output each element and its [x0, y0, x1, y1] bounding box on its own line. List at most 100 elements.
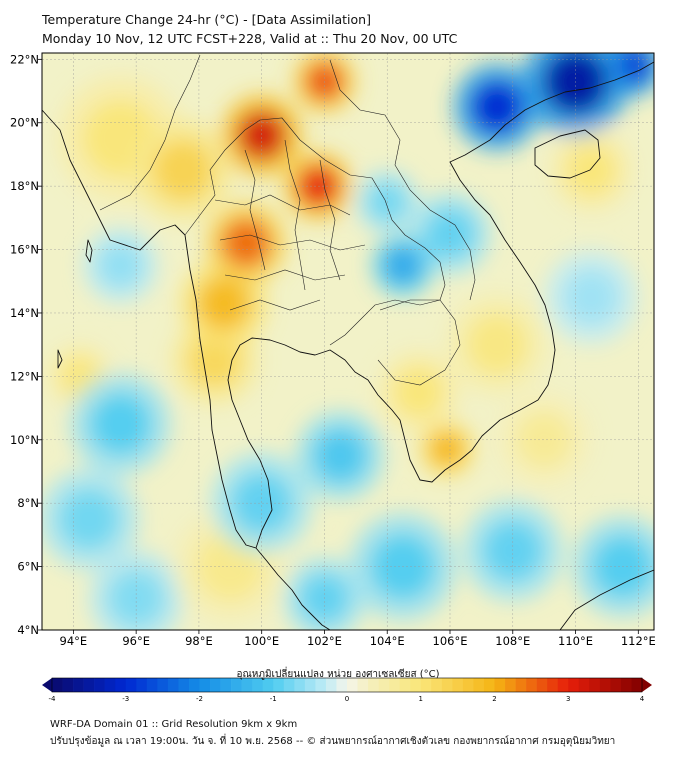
temperature-field — [42, 53, 654, 630]
anomaly-core — [90, 393, 151, 455]
anomaly-core — [197, 276, 251, 331]
colorbar-segment — [599, 678, 611, 692]
andaman-islands — [57, 239, 93, 369]
anomaly-core — [384, 246, 422, 285]
borneo-coast — [559, 569, 654, 630]
colorbar-segment — [231, 678, 242, 692]
colorbar-segment — [104, 678, 116, 692]
colorbar-segment — [83, 678, 95, 692]
coastlines-and-borders — [42, 61, 654, 630]
colorbar-segment — [294, 678, 306, 692]
colorbar-min-arrow — [42, 678, 52, 692]
colorbar-segment — [378, 678, 390, 692]
graticule — [42, 53, 654, 630]
colorbar-segment — [347, 678, 358, 692]
anomaly-core — [231, 472, 292, 534]
colorbar-segment — [441, 678, 453, 692]
coastline-mainland — [42, 109, 331, 630]
colorbar-segment — [178, 678, 190, 692]
colorbar: -4 -3 -2 -1 0 1 2 3 4 — [42, 677, 652, 703]
colorbar-segment — [241, 678, 253, 692]
colorbar-tick-label: 1 — [419, 695, 423, 703]
colorbar-segment — [526, 678, 537, 692]
colorbar-segment — [452, 678, 464, 692]
colorbar-segment — [262, 678, 274, 692]
anomaly-core — [97, 242, 144, 289]
colorbar-segment — [399, 678, 411, 692]
myanmar-inland-borders — [99, 54, 201, 211]
map-title: Temperature Change 24-hr (°C) - [Data As… — [42, 12, 371, 27]
anomaly-core — [562, 268, 620, 326]
anomaly-core — [466, 314, 528, 376]
colorbar-segment — [283, 678, 295, 692]
colorbar-segment — [568, 678, 580, 692]
cambodia-border — [377, 299, 461, 386]
anomaly-core — [543, 53, 608, 114]
colorbar-segment — [252, 678, 264, 692]
lon-tick-label: 98°E — [185, 634, 213, 648]
colorbar-segment — [315, 678, 327, 692]
lat-tick-label: 16°N — [10, 243, 39, 257]
colorbar-segment — [431, 678, 443, 692]
colorbar-segment — [578, 678, 590, 692]
colorbar-segment — [368, 678, 379, 692]
footer-model-info: WRF-DA Domain 01 :: Grid Resolution 9km … — [50, 719, 298, 730]
colorbar-frame — [51, 677, 643, 693]
colorbar-label: อุณหภูมิเปลี่ยนแปลง หน่วย องศาเซลเซียส (… — [236, 669, 440, 680]
colorbar-segment — [336, 678, 348, 692]
anomaly-core — [153, 139, 214, 201]
map-subtitle: Monday 10 Nov, 12 UTC FCST+228, Valid at… — [42, 31, 458, 46]
lat-tick-label: 18°N — [10, 179, 39, 193]
colorbar-segment — [325, 678, 337, 692]
colorbar-segment — [420, 678, 432, 692]
colorbar-segment — [220, 678, 232, 692]
lon-tick-label: 104°E — [370, 634, 405, 648]
colorbar-segment — [515, 678, 527, 692]
colorbar-segment — [136, 678, 148, 692]
lat-tick-label: 22°N — [10, 52, 39, 66]
colorbar-segment — [505, 678, 516, 692]
anomaly-core — [237, 110, 287, 161]
colorbar-tick-label: 0 — [345, 695, 349, 703]
colorbar-tick-label: 2 — [492, 695, 496, 703]
colorbar-segment — [304, 678, 316, 692]
colorbar-segment — [199, 678, 211, 692]
laos-vietnam-border — [329, 59, 476, 301]
colorbar-segment — [631, 678, 643, 692]
lon-tick-label: 94°E — [60, 634, 88, 648]
lon-tick-label: 100°E — [244, 634, 279, 648]
lon-tick-label: 106°E — [433, 634, 468, 648]
colorbar-segment — [273, 678, 285, 692]
lon-tick-label: 110°E — [558, 634, 593, 648]
colorbar-tick-label: 3 — [566, 695, 570, 703]
colorbar-tick-label: -3 — [122, 695, 129, 703]
anomaly-core — [394, 367, 444, 417]
lat-tick-label: 6°N — [17, 560, 39, 574]
colorbar-tick-label: -1 — [270, 695, 277, 703]
colorbar-tick-label: 4 — [640, 695, 645, 703]
colorbar-segment — [610, 678, 622, 692]
footer-update-info: ปรับปรุงข้อมูล ณ เวลา 19:00น. วัน จ. ที่… — [50, 736, 616, 747]
provincial-lines — [214, 139, 366, 311]
colorbar-tick-label: -4 — [49, 695, 57, 703]
colorbar-segment — [157, 678, 169, 692]
lon-tick-label: 102°E — [307, 634, 342, 648]
colorbar-segment — [94, 678, 105, 692]
lat-tick-label: 14°N — [10, 306, 39, 320]
colorbar-segment — [536, 678, 548, 692]
lat-tick-label: 12°N — [10, 369, 39, 383]
colorbar-segment — [146, 678, 158, 692]
colorbar-segment — [357, 678, 369, 692]
colorbar-segment — [473, 678, 485, 692]
colorbar-segment — [188, 678, 200, 692]
anomaly-core — [221, 218, 271, 268]
anomaly-core — [566, 145, 616, 196]
coastline-gulf-of-thailand — [227, 61, 654, 549]
anomaly-core — [470, 80, 524, 134]
colorbar-segment — [462, 678, 474, 692]
colorbar-segment — [125, 678, 137, 692]
colorbar-segment — [620, 678, 632, 692]
anomaly-core — [313, 429, 367, 483]
lat-tick-label: 4°N — [17, 623, 39, 637]
